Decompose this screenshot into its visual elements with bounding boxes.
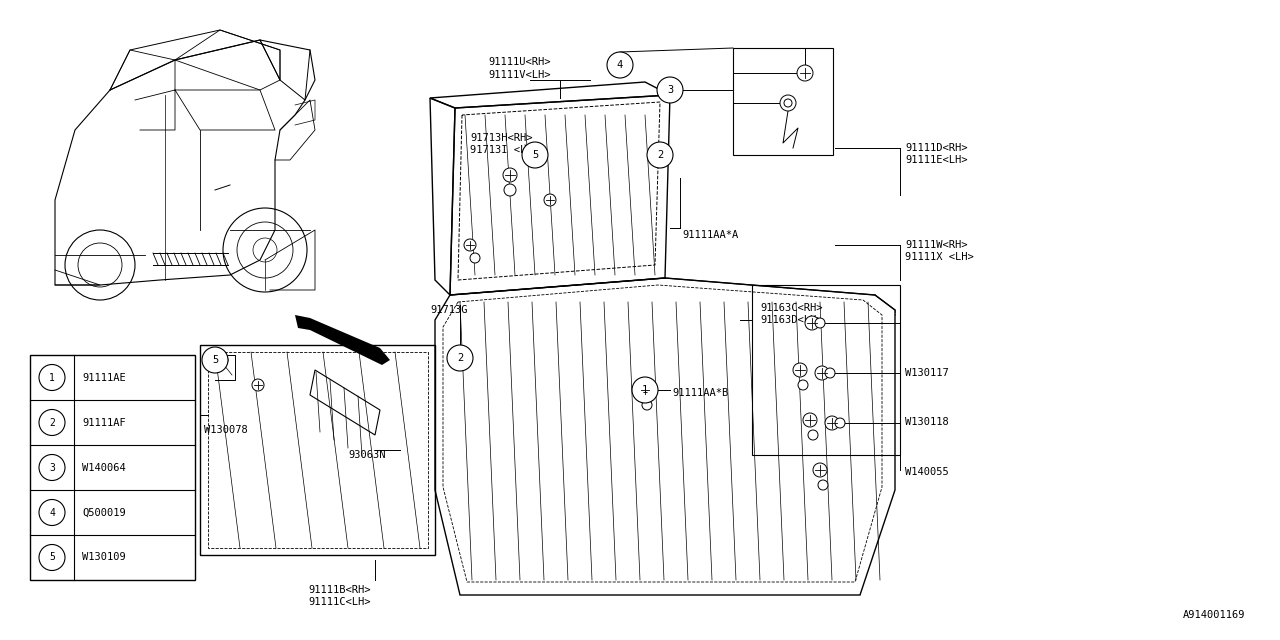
Circle shape xyxy=(808,430,818,440)
Text: 91111B<RH>: 91111B<RH> xyxy=(308,585,371,595)
Text: 91713G: 91713G xyxy=(430,305,467,315)
Circle shape xyxy=(607,52,634,78)
Circle shape xyxy=(447,345,474,371)
Circle shape xyxy=(38,545,65,570)
Text: 2: 2 xyxy=(457,353,463,363)
Text: 91111W<RH>: 91111W<RH> xyxy=(905,240,968,250)
Text: 91111X <LH>: 91111X <LH> xyxy=(905,252,974,262)
Circle shape xyxy=(815,366,829,380)
Circle shape xyxy=(797,65,813,81)
Circle shape xyxy=(643,400,652,410)
Circle shape xyxy=(639,384,652,396)
Circle shape xyxy=(223,208,307,292)
Text: Q500019: Q500019 xyxy=(82,508,125,518)
Circle shape xyxy=(815,318,826,328)
Bar xyxy=(753,285,900,455)
Text: 91111AF: 91111AF xyxy=(82,417,125,428)
Circle shape xyxy=(818,480,828,490)
Circle shape xyxy=(202,347,228,373)
Text: 91111AE: 91111AE xyxy=(82,372,125,383)
Bar xyxy=(733,48,833,155)
Circle shape xyxy=(38,499,65,525)
Text: 91713I <LH>: 91713I <LH> xyxy=(470,145,539,155)
Text: 4: 4 xyxy=(49,508,55,518)
Text: W130117: W130117 xyxy=(905,368,948,378)
Text: 1: 1 xyxy=(49,372,55,383)
Circle shape xyxy=(218,355,228,365)
Circle shape xyxy=(797,380,808,390)
Circle shape xyxy=(470,253,480,263)
Bar xyxy=(29,355,195,580)
Text: 5: 5 xyxy=(212,355,218,365)
Text: 91111C<LH>: 91111C<LH> xyxy=(308,597,371,607)
Text: W130118: W130118 xyxy=(905,417,948,427)
Circle shape xyxy=(794,363,806,377)
Text: 2: 2 xyxy=(657,150,663,160)
Text: 4: 4 xyxy=(617,60,623,70)
Text: 91163C<RH>: 91163C<RH> xyxy=(760,303,823,313)
Circle shape xyxy=(38,365,65,390)
Text: 91111D<RH>: 91111D<RH> xyxy=(905,143,968,153)
Circle shape xyxy=(38,454,65,481)
Circle shape xyxy=(522,142,548,168)
Circle shape xyxy=(826,368,835,378)
Text: 91111AA*B: 91111AA*B xyxy=(672,388,728,398)
Circle shape xyxy=(657,77,684,103)
Circle shape xyxy=(826,416,838,430)
Text: 93063N: 93063N xyxy=(348,450,385,460)
Text: W130109: W130109 xyxy=(82,552,125,563)
Circle shape xyxy=(465,239,476,251)
Circle shape xyxy=(780,95,796,111)
Text: 3: 3 xyxy=(667,85,673,95)
Text: 91111U<RH>: 91111U<RH> xyxy=(489,57,552,67)
Text: 91163D<LH>: 91163D<LH> xyxy=(760,315,823,325)
Polygon shape xyxy=(294,315,390,365)
Circle shape xyxy=(65,230,134,300)
Text: 5: 5 xyxy=(532,150,538,160)
Circle shape xyxy=(835,418,845,428)
Text: 91111AA*A: 91111AA*A xyxy=(682,230,739,240)
Text: 5: 5 xyxy=(49,552,55,563)
Text: 91111V<LH>: 91111V<LH> xyxy=(489,70,552,80)
Circle shape xyxy=(252,379,264,391)
Circle shape xyxy=(632,377,658,403)
Text: 91713H<RH>: 91713H<RH> xyxy=(470,133,532,143)
Circle shape xyxy=(646,142,673,168)
Text: 91111E<LH>: 91111E<LH> xyxy=(905,155,968,165)
Circle shape xyxy=(803,413,817,427)
Text: 3: 3 xyxy=(49,463,55,472)
Text: W140055: W140055 xyxy=(905,467,948,477)
Circle shape xyxy=(38,410,65,435)
Circle shape xyxy=(813,463,827,477)
Text: W140064: W140064 xyxy=(82,463,125,472)
Circle shape xyxy=(503,168,517,182)
Circle shape xyxy=(783,99,792,107)
Text: A914001169: A914001169 xyxy=(1183,610,1245,620)
Text: 1: 1 xyxy=(641,385,648,395)
Circle shape xyxy=(544,194,556,206)
Circle shape xyxy=(805,316,819,330)
Text: 2: 2 xyxy=(49,417,55,428)
Circle shape xyxy=(504,184,516,196)
Text: W130078: W130078 xyxy=(204,425,248,435)
